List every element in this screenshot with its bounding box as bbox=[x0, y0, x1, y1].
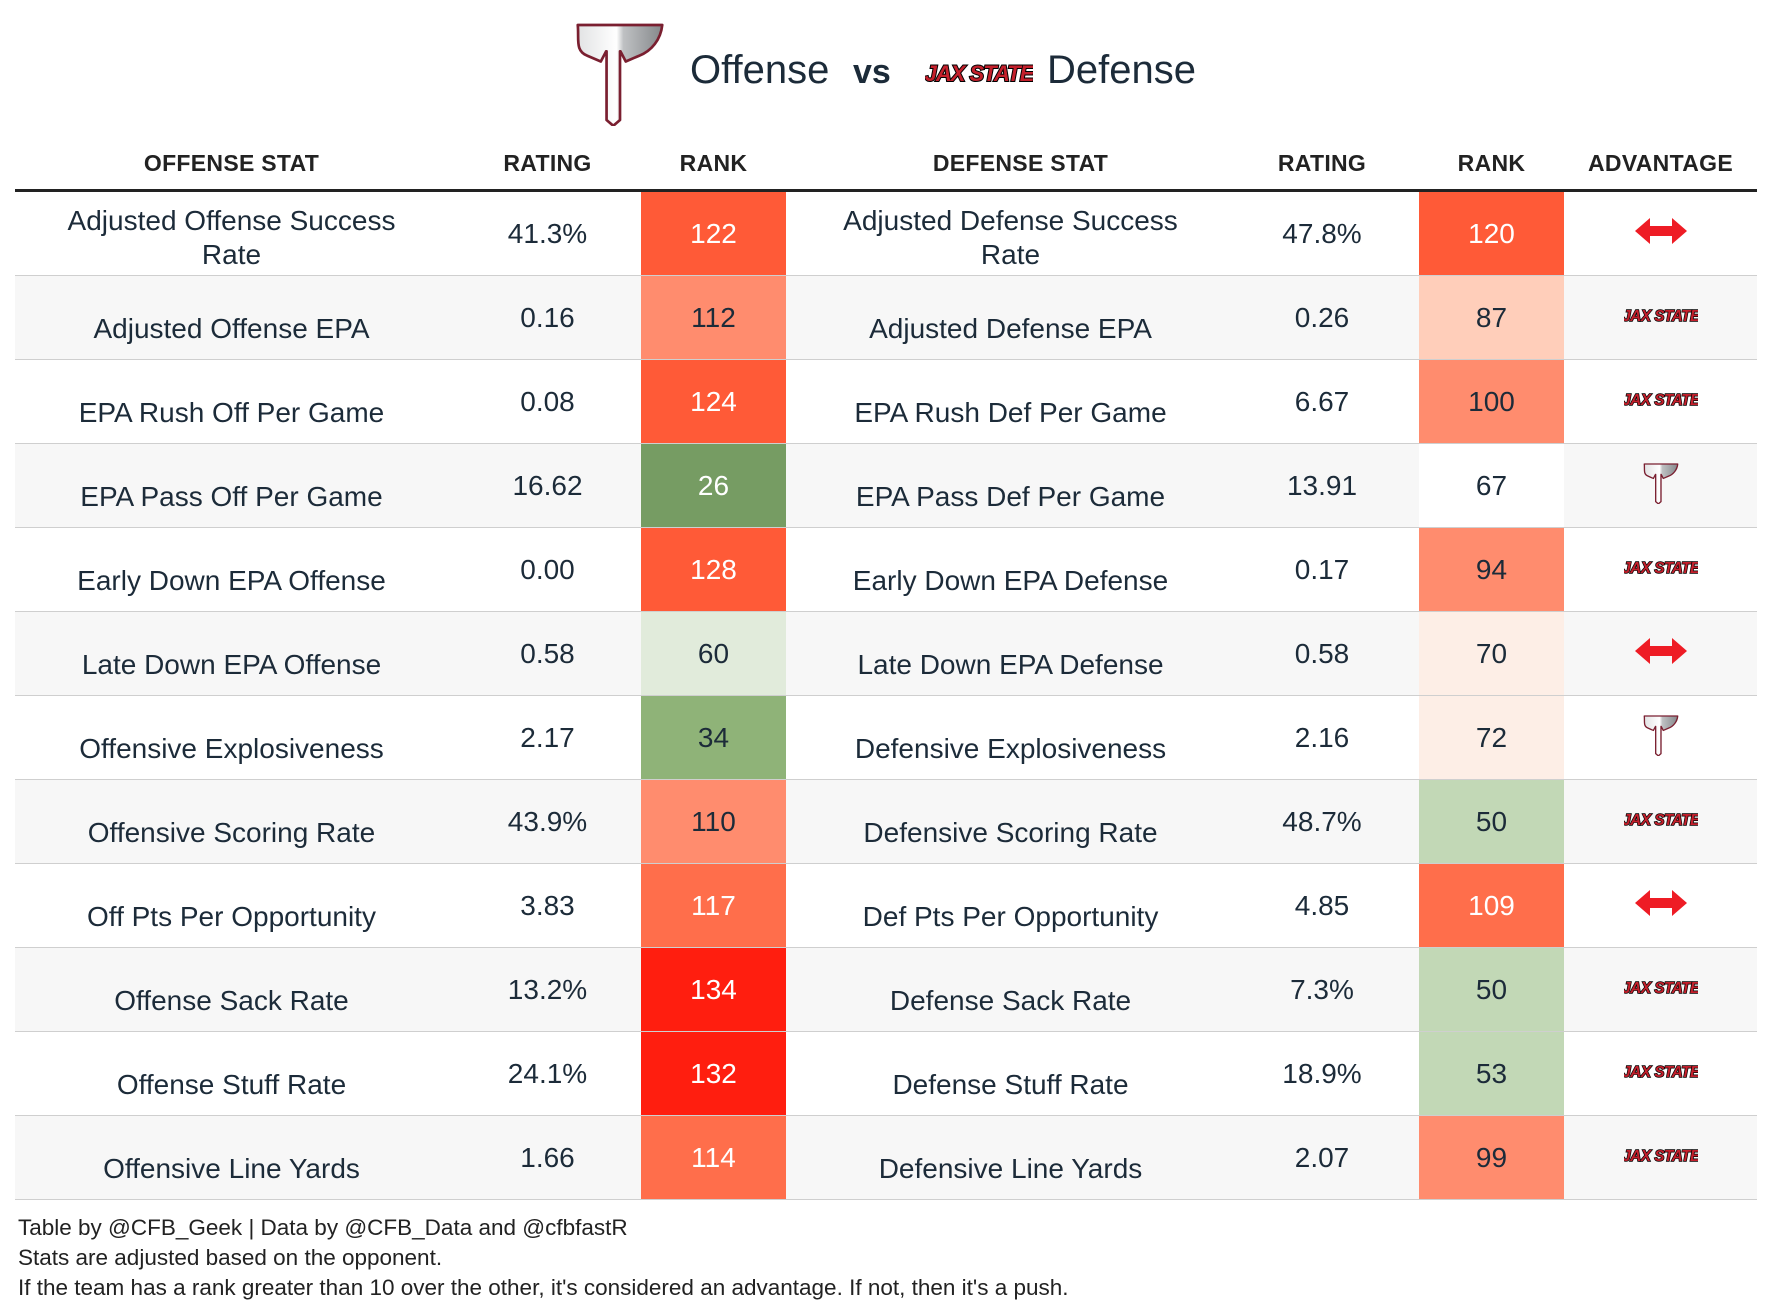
svg-text:JAX STATE: JAX STATE bbox=[925, 61, 1033, 86]
svg-text:JAX STATE: JAX STATE bbox=[1624, 811, 1698, 828]
svg-text:JAX STATE: JAX STATE bbox=[1624, 307, 1698, 324]
svg-text:JAX STATE: JAX STATE bbox=[1624, 979, 1698, 996]
svg-text:JAX STATE: JAX STATE bbox=[1624, 391, 1698, 408]
svg-text:JAX STATE: JAX STATE bbox=[1624, 559, 1698, 576]
svg-text:JAX STATE: JAX STATE bbox=[1624, 1063, 1698, 1080]
svg-text:JAX STATE: JAX STATE bbox=[1624, 1147, 1698, 1164]
